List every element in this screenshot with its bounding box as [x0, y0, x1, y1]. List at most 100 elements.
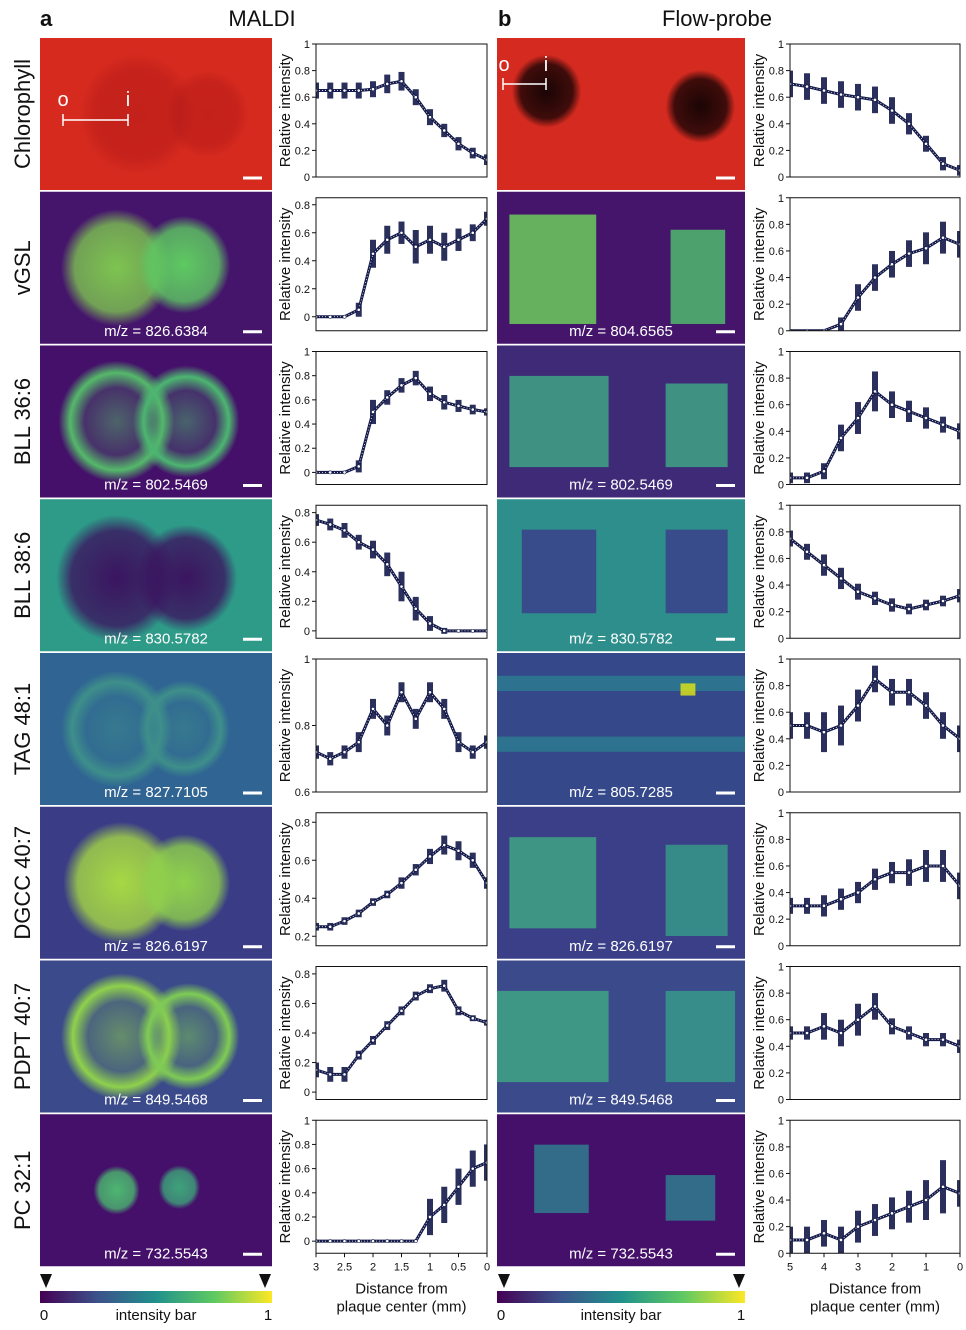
data-point — [442, 244, 447, 249]
data-point — [805, 84, 809, 89]
y-axis-label: Relative intensity — [277, 1130, 294, 1244]
y-axis-label: Relative intensity — [751, 207, 768, 321]
image-blob — [137, 680, 231, 778]
data-point — [342, 1072, 347, 1077]
row-label: Chlorophyll — [10, 59, 35, 169]
x-tick-label: 0 — [484, 1261, 490, 1273]
data-point — [385, 562, 390, 567]
data-point — [413, 95, 418, 100]
y-tick-label: 0.6 — [769, 553, 784, 565]
y-tick-label: 0 — [778, 172, 784, 184]
data-point — [856, 416, 860, 420]
y-tick-label: 0.8 — [769, 373, 784, 385]
data-point — [342, 528, 347, 533]
data-point — [328, 88, 333, 93]
data-point — [356, 1239, 361, 1244]
y-tick-label: 0.2 — [769, 1068, 784, 1080]
image-blob — [158, 1165, 201, 1210]
y-tick-label: 0.6 — [769, 246, 784, 258]
data-line — [316, 984, 487, 1076]
mz-label: m/z = 802.5469 — [104, 477, 208, 494]
image-blob — [132, 365, 240, 478]
data-point — [890, 108, 894, 113]
y-axis-label: Relative intensity — [751, 1130, 768, 1244]
y-tick-label: 0.8 — [769, 681, 784, 693]
image-blob — [665, 69, 736, 143]
data-point — [328, 1239, 333, 1244]
x-tick-label: 0.5 — [451, 1261, 466, 1273]
x-tick-label: 4 — [821, 1261, 827, 1273]
data-point — [456, 1008, 461, 1013]
colorbar-min: 0 — [40, 1307, 48, 1324]
data-point — [342, 470, 347, 475]
data-point — [924, 1198, 928, 1202]
data-point — [456, 404, 461, 408]
data-point — [371, 706, 375, 711]
data-point — [385, 723, 390, 728]
data-point — [385, 1023, 390, 1028]
data-point — [385, 892, 390, 897]
y-tick-label: 0.2 — [295, 145, 310, 157]
y-tick-label: 0.2 — [769, 299, 784, 311]
data-point — [856, 703, 860, 708]
y-tick-label: 0.2 — [769, 453, 784, 465]
data-point — [941, 422, 945, 427]
data-point — [456, 848, 461, 853]
plot-area — [790, 993, 960, 1053]
data-point — [822, 88, 826, 93]
data-point — [328, 522, 333, 527]
data-point — [428, 1215, 432, 1219]
image-panel — [40, 1114, 272, 1267]
row-label: PDPT 40:7 — [10, 983, 35, 1090]
plot-area — [316, 370, 487, 475]
y-tick-label: 0.4 — [769, 119, 784, 131]
data-point — [924, 141, 928, 146]
y-axis-label: Relative intensity — [751, 668, 768, 782]
row-label: vGSL — [10, 240, 35, 295]
data-point — [371, 900, 375, 904]
x-axis-label: Distance from — [355, 1280, 448, 1297]
plot-frame — [315, 658, 488, 793]
plot-frame — [789, 197, 961, 332]
y-axis-label: Relative intensity — [277, 207, 294, 321]
data-point — [413, 1239, 418, 1244]
x-tick-label: 1.5 — [394, 1261, 409, 1273]
data-point — [907, 1031, 911, 1035]
data-point — [356, 740, 361, 745]
plot-frame — [789, 43, 961, 178]
y-tick-label: 0.6 — [295, 1164, 310, 1176]
data-point — [470, 628, 475, 633]
data-point — [907, 251, 911, 256]
data-point — [805, 903, 809, 908]
data-point — [907, 121, 911, 126]
data-point — [399, 584, 404, 589]
data-point — [805, 1238, 809, 1242]
image-blob — [497, 675, 745, 691]
image-blob — [509, 837, 597, 929]
y-axis-label: Relative intensity — [751, 53, 768, 167]
data-point — [890, 1211, 894, 1216]
image-blob — [137, 834, 231, 932]
y-tick-label: 0.6 — [295, 787, 310, 799]
data-point — [371, 87, 375, 92]
data-point — [356, 1053, 361, 1058]
scale-mark: i — [544, 54, 548, 76]
image-blob — [497, 736, 745, 752]
y-tick-label: 0.4 — [769, 273, 784, 285]
data-point — [822, 903, 826, 908]
y-axis-label: Relative intensity — [751, 976, 768, 1090]
data-point — [839, 1238, 843, 1242]
data-point — [890, 690, 894, 695]
data-point — [941, 1037, 945, 1042]
data-point — [428, 854, 432, 859]
y-tick-label: 1 — [778, 654, 784, 666]
data-point — [873, 1218, 877, 1222]
data-point — [856, 1224, 860, 1229]
plot-area — [316, 71, 487, 166]
y-tick-label: 1 — [304, 347, 310, 359]
x-tick-label: 5 — [787, 1261, 793, 1273]
y-tick-label: 0.8 — [769, 219, 784, 231]
y-tick-label: 0.4 — [295, 893, 310, 905]
y-tick-label: 0.8 — [769, 834, 784, 846]
scale-mark: i — [126, 89, 130, 111]
